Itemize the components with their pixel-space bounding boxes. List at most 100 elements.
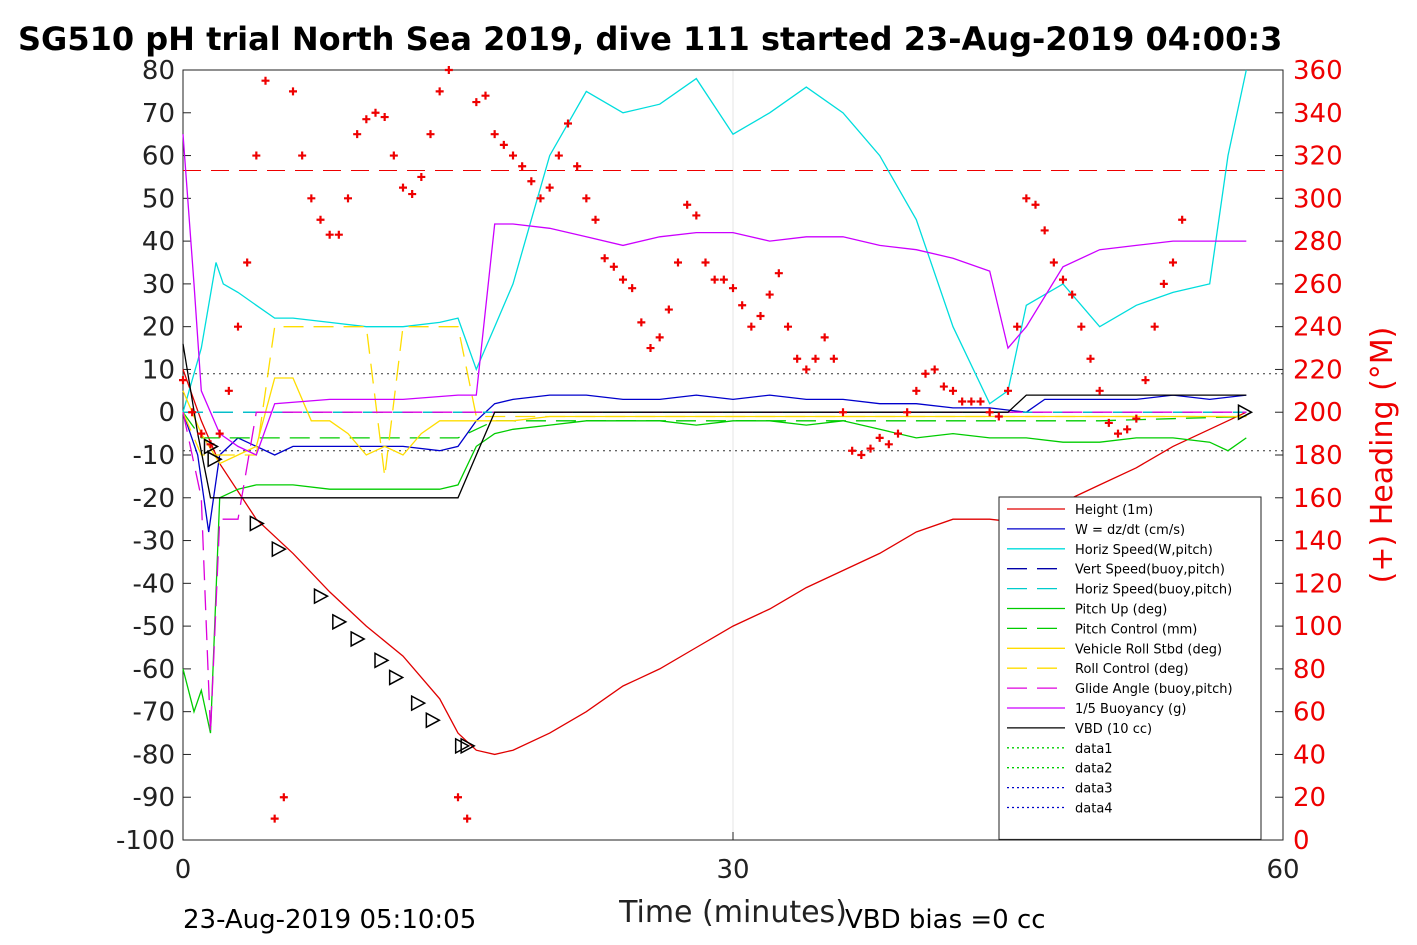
heading-point [1004,386,1012,395]
right-tick-label: 120 [1293,569,1343,599]
right-tick-label: 280 [1293,227,1343,257]
left-tick-label: 70 [142,99,175,129]
left-tick-label: 60 [142,142,175,172]
footer-timestamp: 23-Aug-2019 05:10:05 [183,905,476,935]
right-tick-label: 360 [1293,56,1343,86]
heading-point [912,386,921,395]
series-lines [182,69,1247,756]
left-tick-label: 40 [142,227,175,257]
heading-point [765,290,774,299]
left-axis-ticks: 80 70 60 50 40 30 20 10 0 -10 -20 -30 -40 -50 -60 -70 -8… [116,56,191,856]
right-tick-label: 340 [1293,99,1343,129]
heading-point [848,446,857,455]
heading-point [353,130,362,139]
heading-point [729,284,737,293]
heading-point [463,814,472,823]
heading-point [609,262,618,271]
right-tick-label: 200 [1293,398,1343,428]
heading-point [435,87,444,96]
heading-point [930,365,939,374]
heading-point [481,91,490,100]
triangle-point [460,737,476,755]
heading-point [1123,425,1132,434]
heading-point [371,108,380,117]
heading-point [261,76,270,85]
heading-point [417,172,426,181]
heading-point [857,451,866,459]
heading-point [234,322,242,331]
heading-point [444,66,453,74]
heading-point [380,113,389,122]
right-tick-label: 240 [1293,313,1343,343]
right-axis-label: (+) Heading (°M) [1365,327,1400,584]
heading-point [811,354,820,363]
legend-label: VBD (10 cc) [1075,722,1152,737]
heading-point [334,230,343,239]
series-line-1 [182,394,1247,533]
heading-point [701,258,710,267]
heading-point [564,119,572,128]
heading-point [298,151,307,160]
heading-point [1031,200,1040,209]
heading-point [674,258,682,267]
triangle-point [313,587,330,605]
heading-point [820,333,829,342]
triangle-point [374,652,390,669]
legend-label: Height (1m) [1075,503,1153,518]
heading-point [289,87,297,96]
right-tick-label: 40 [1293,740,1326,770]
triangle-point [388,669,405,686]
heading-point [426,130,435,139]
triangle-point [1237,403,1254,421]
left-tick-label: 10 [142,355,175,385]
right-tick-label: 300 [1293,184,1343,214]
heading-point [1150,322,1159,331]
left-tick-label: -10 [133,441,175,471]
heading-point [389,151,398,160]
heading-point [509,151,517,160]
heading-point [325,230,334,239]
triangle-point [271,540,287,558]
heading-point [692,211,701,220]
left-tick-label: 80 [142,56,175,86]
heading-point [188,408,197,417]
heading-point [1178,215,1187,224]
heading-point [793,354,802,363]
heading-point [179,376,187,385]
heading-point [802,365,811,374]
heading-point [939,382,948,391]
triangle-point [207,451,223,468]
heading-point [903,408,912,417]
heading-point [719,275,728,284]
left-tick-label: -40 [133,569,175,599]
heading-point [710,275,719,284]
right-tick-label: 220 [1293,355,1343,385]
legend-label: 1/5 Buoyancy (g) [1075,702,1186,717]
reference-lines [183,170,1283,452]
heading-point [197,429,206,438]
heading-point [573,162,582,171]
heading-point [884,440,893,449]
series-line-10 [182,134,1247,456]
heading-point [1169,258,1177,267]
heading-point [316,215,325,224]
heading-point [545,183,554,192]
legend-label: Roll Control (deg) [1075,662,1189,677]
heading-point [976,397,985,406]
heading-point [224,386,233,395]
heading-point [1132,414,1141,423]
right-tick-label: 320 [1293,142,1343,172]
left-tick-label: 50 [142,184,175,214]
heading-point [829,354,838,363]
x-tick-label: 0 [175,855,192,885]
right-tick-label: 140 [1293,527,1343,557]
right-tick-label: 60 [1293,698,1326,728]
x-tick-label: 30 [716,855,749,885]
heading-point [215,429,224,438]
heading-point [921,369,930,378]
left-tick-label: -90 [133,783,175,813]
triangle-point [332,613,348,631]
heading-point [949,386,957,395]
left-tick-label: 0 [158,398,175,428]
